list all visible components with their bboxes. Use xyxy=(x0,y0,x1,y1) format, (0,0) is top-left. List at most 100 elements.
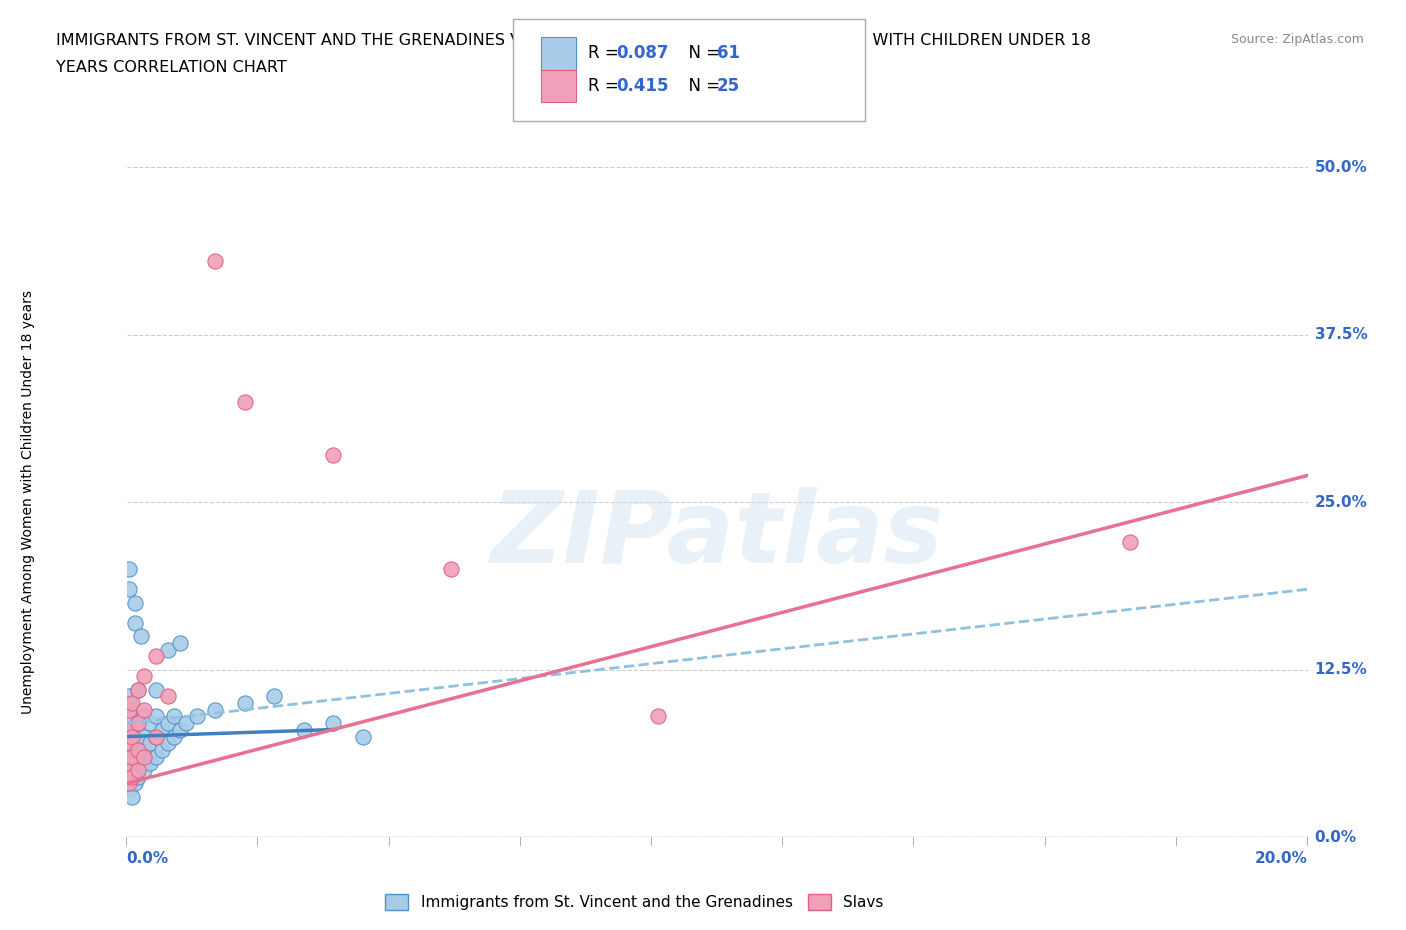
Point xyxy=(118,756,141,771)
Point xyxy=(121,790,143,804)
Text: ZIPatlas: ZIPatlas xyxy=(491,487,943,584)
Point xyxy=(124,776,146,790)
Point xyxy=(118,736,141,751)
Text: |: | xyxy=(1043,837,1046,846)
Point xyxy=(118,776,141,790)
Point xyxy=(647,709,669,724)
Point xyxy=(145,729,167,744)
Point xyxy=(139,736,162,751)
Text: 37.5%: 37.5% xyxy=(1315,327,1368,342)
Point xyxy=(145,709,167,724)
Point xyxy=(134,709,156,724)
Point xyxy=(174,716,197,731)
Text: N =: N = xyxy=(678,77,725,95)
Text: |: | xyxy=(125,837,128,846)
Text: |: | xyxy=(650,837,652,846)
Point xyxy=(118,783,141,798)
Point xyxy=(118,750,141,764)
Point xyxy=(292,723,315,737)
Point xyxy=(150,723,173,737)
Point xyxy=(156,736,179,751)
Point xyxy=(118,776,141,790)
Point xyxy=(233,696,256,711)
Point xyxy=(118,756,141,771)
Point xyxy=(127,763,149,777)
Legend: Immigrants from St. Vincent and the Grenadines, Slavs: Immigrants from St. Vincent and the Gren… xyxy=(380,888,890,916)
Point xyxy=(118,696,141,711)
Text: 0.415: 0.415 xyxy=(616,77,668,95)
Point xyxy=(118,716,141,731)
Text: |: | xyxy=(519,837,522,846)
Point xyxy=(121,709,143,724)
Point xyxy=(121,750,143,764)
Point xyxy=(127,716,149,731)
Point xyxy=(156,642,179,657)
Point xyxy=(121,763,143,777)
Point xyxy=(145,729,167,744)
Point xyxy=(134,729,156,744)
Point xyxy=(169,723,191,737)
Text: 61: 61 xyxy=(717,45,740,62)
Point xyxy=(134,763,156,777)
Point xyxy=(127,716,149,731)
Text: R =: R = xyxy=(588,45,624,62)
Point xyxy=(118,736,141,751)
Point xyxy=(124,729,146,744)
Point xyxy=(263,689,285,704)
Point xyxy=(150,742,173,757)
Point xyxy=(1119,535,1142,550)
Text: N =: N = xyxy=(678,45,725,62)
Point xyxy=(233,394,256,409)
Point xyxy=(134,669,156,684)
Text: 25: 25 xyxy=(717,77,740,95)
Point xyxy=(134,750,156,764)
Point xyxy=(169,635,191,650)
Point xyxy=(121,729,143,744)
Point xyxy=(145,750,167,764)
Point xyxy=(118,763,141,777)
Point xyxy=(124,595,146,610)
Point xyxy=(118,709,141,724)
Point xyxy=(127,736,149,751)
Point xyxy=(127,769,149,784)
Point xyxy=(322,448,344,463)
Point xyxy=(156,689,179,704)
Point xyxy=(145,649,167,664)
Text: |: | xyxy=(912,837,915,846)
Point xyxy=(134,742,156,757)
Point xyxy=(127,683,149,698)
Text: |: | xyxy=(256,837,259,846)
Text: YEARS CORRELATION CHART: YEARS CORRELATION CHART xyxy=(56,60,287,75)
Point xyxy=(322,716,344,731)
Point xyxy=(118,689,141,704)
Point xyxy=(118,729,141,744)
Text: 0.087: 0.087 xyxy=(616,45,668,62)
Point xyxy=(118,582,141,597)
Point xyxy=(129,629,153,644)
Point xyxy=(134,702,156,717)
Point xyxy=(121,696,143,711)
Text: |: | xyxy=(388,837,391,846)
Point xyxy=(124,750,146,764)
Point xyxy=(204,254,226,269)
Text: 50.0%: 50.0% xyxy=(1315,160,1368,175)
Point xyxy=(139,756,162,771)
Point xyxy=(118,723,141,737)
Text: 0.0%: 0.0% xyxy=(1315,830,1357,844)
Text: Source: ZipAtlas.com: Source: ZipAtlas.com xyxy=(1230,33,1364,46)
Point xyxy=(127,742,149,757)
Text: |: | xyxy=(782,837,785,846)
Text: IMMIGRANTS FROM ST. VINCENT AND THE GRENADINES VS SLAVIC UNEMPLOYMENT AMONG WOME: IMMIGRANTS FROM ST. VINCENT AND THE GREN… xyxy=(56,33,1091,47)
Text: 12.5%: 12.5% xyxy=(1315,662,1368,677)
Point xyxy=(186,709,208,724)
Point xyxy=(204,702,226,717)
Point xyxy=(118,562,141,577)
Point xyxy=(352,729,374,744)
Text: Unemployment Among Women with Children Under 18 years: Unemployment Among Women with Children U… xyxy=(21,290,35,714)
Point xyxy=(121,769,143,784)
Text: 25.0%: 25.0% xyxy=(1315,495,1368,510)
Point xyxy=(127,683,149,698)
Text: 0.0%: 0.0% xyxy=(127,851,169,866)
Text: |: | xyxy=(1175,837,1178,846)
Point xyxy=(118,702,141,717)
